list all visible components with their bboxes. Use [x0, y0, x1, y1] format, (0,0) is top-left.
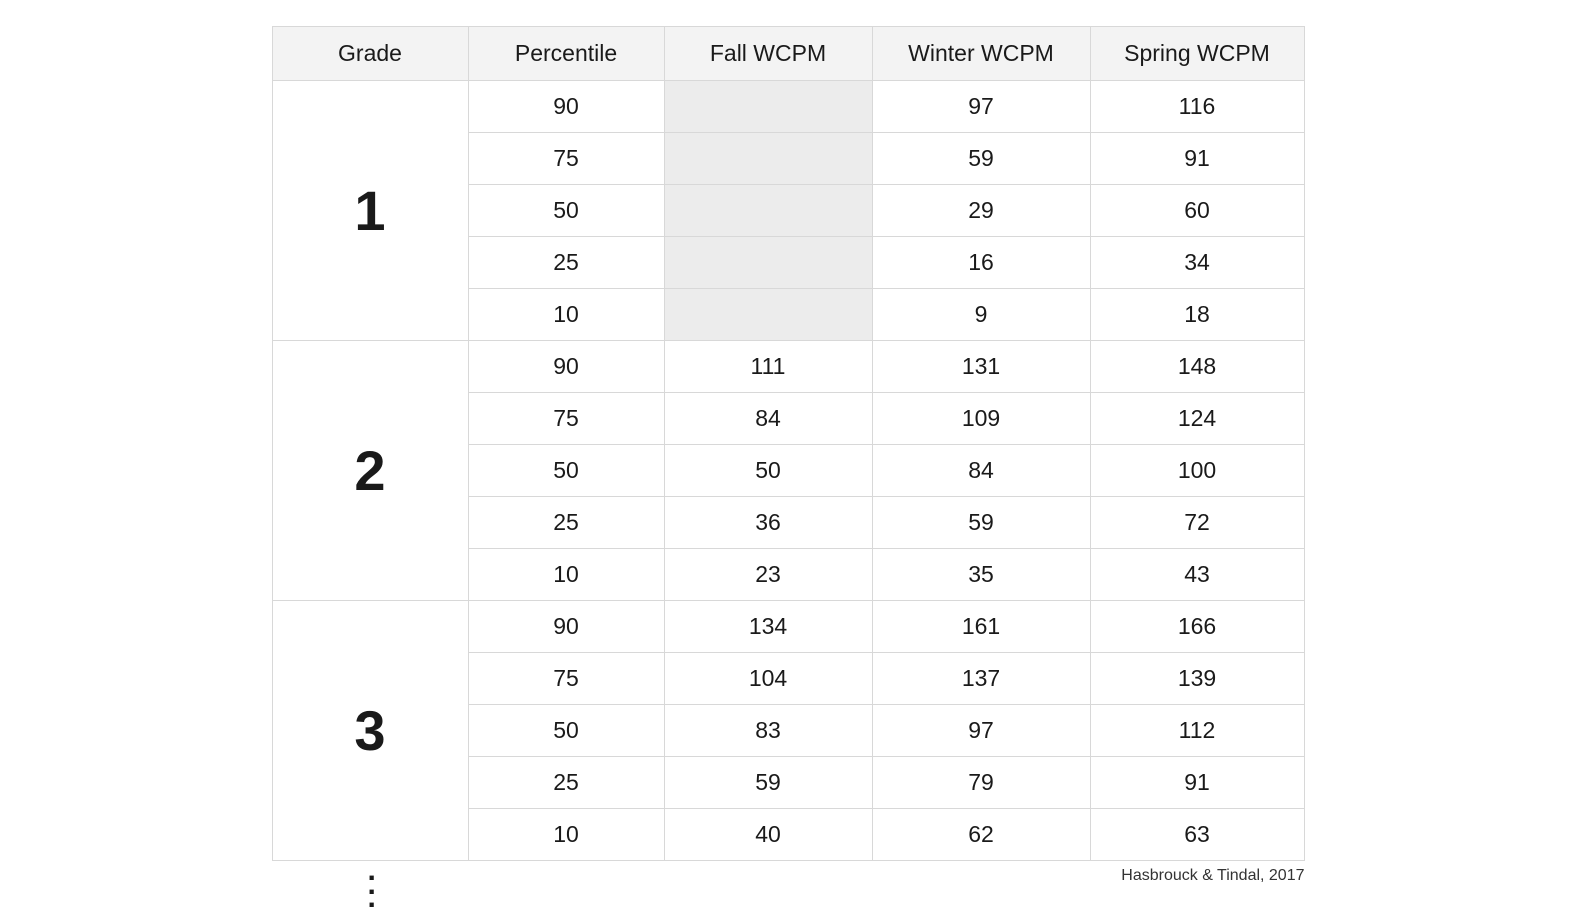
table-header-row: Grade Percentile Fall WCPM Winter WCPM S… — [272, 26, 1304, 80]
percentile-cell: 25 — [468, 756, 664, 808]
fall-wcpm-cell: 23 — [664, 548, 872, 600]
spring-wcpm-cell: 166 — [1090, 600, 1304, 652]
fall-wcpm-cell: 50 — [664, 444, 872, 496]
header-winter-wcpm: Winter WCPM — [872, 26, 1090, 80]
winter-wcpm-cell: 109 — [872, 392, 1090, 444]
spring-wcpm-cell: 91 — [1090, 756, 1304, 808]
spring-wcpm-cell: 72 — [1090, 496, 1304, 548]
header-grade: Grade — [272, 26, 468, 80]
wcpm-norms-table: Grade Percentile Fall WCPM Winter WCPM S… — [272, 26, 1305, 861]
winter-wcpm-cell: 97 — [872, 704, 1090, 756]
fall-wcpm-cell — [664, 236, 872, 288]
winter-wcpm-cell: 9 — [872, 288, 1090, 340]
fall-wcpm-cell: 40 — [664, 808, 872, 860]
winter-wcpm-cell: 131 — [872, 340, 1090, 392]
spring-wcpm-cell: 34 — [1090, 236, 1304, 288]
spring-wcpm-cell: 18 — [1090, 288, 1304, 340]
percentile-cell: 75 — [468, 132, 664, 184]
grade-cell: 3 — [272, 600, 468, 860]
fall-wcpm-cell: 83 — [664, 704, 872, 756]
table-wrapper: Grade Percentile Fall WCPM Winter WCPM S… — [272, 26, 1305, 861]
fall-wcpm-cell: 84 — [664, 392, 872, 444]
table-body: 1909711675599150296025163410918290111131… — [272, 80, 1304, 860]
winter-wcpm-cell: 137 — [872, 652, 1090, 704]
percentile-cell: 50 — [468, 704, 664, 756]
spring-wcpm-cell: 124 — [1090, 392, 1304, 444]
fall-wcpm-cell: 134 — [664, 600, 872, 652]
header-percentile: Percentile — [468, 26, 664, 80]
percentile-cell: 90 — [468, 600, 664, 652]
percentile-cell: 50 — [468, 184, 664, 236]
header-fall-wcpm: Fall WCPM — [664, 26, 872, 80]
fall-wcpm-cell — [664, 184, 872, 236]
spring-wcpm-cell: 60 — [1090, 184, 1304, 236]
fall-wcpm-cell: 59 — [664, 756, 872, 808]
spring-wcpm-cell: 148 — [1090, 340, 1304, 392]
table-row: 290111131148 — [272, 340, 1304, 392]
grade-cell: 1 — [272, 80, 468, 340]
winter-wcpm-cell: 84 — [872, 444, 1090, 496]
percentile-cell: 50 — [468, 444, 664, 496]
header-spring-wcpm: Spring WCPM — [1090, 26, 1304, 80]
percentile-cell: 10 — [468, 548, 664, 600]
spring-wcpm-cell: 112 — [1090, 704, 1304, 756]
percentile-cell: 90 — [468, 340, 664, 392]
percentile-cell: 75 — [468, 652, 664, 704]
winter-wcpm-cell: 29 — [872, 184, 1090, 236]
percentile-cell: 90 — [468, 80, 664, 132]
fall-wcpm-cell — [664, 80, 872, 132]
fall-wcpm-cell: 36 — [664, 496, 872, 548]
fall-wcpm-cell — [664, 132, 872, 184]
grade-cell: 2 — [272, 340, 468, 600]
fall-wcpm-cell: 104 — [664, 652, 872, 704]
vertical-ellipsis-icon: ... — [368, 864, 376, 905]
fall-wcpm-cell: 111 — [664, 340, 872, 392]
percentile-cell: 10 — [468, 288, 664, 340]
table-row: 19097116 — [272, 80, 1304, 132]
winter-wcpm-cell: 59 — [872, 496, 1090, 548]
table-row: 390134161166 — [272, 600, 1304, 652]
spring-wcpm-cell: 100 — [1090, 444, 1304, 496]
percentile-cell: 10 — [468, 808, 664, 860]
spring-wcpm-cell: 43 — [1090, 548, 1304, 600]
spring-wcpm-cell: 63 — [1090, 808, 1304, 860]
winter-wcpm-cell: 59 — [872, 132, 1090, 184]
winter-wcpm-cell: 16 — [872, 236, 1090, 288]
winter-wcpm-cell: 97 — [872, 80, 1090, 132]
spring-wcpm-cell: 139 — [1090, 652, 1304, 704]
spring-wcpm-cell: 91 — [1090, 132, 1304, 184]
winter-wcpm-cell: 62 — [872, 808, 1090, 860]
winter-wcpm-cell: 35 — [872, 548, 1090, 600]
winter-wcpm-cell: 161 — [872, 600, 1090, 652]
percentile-cell: 75 — [468, 392, 664, 444]
citation-text: Hasbrouck & Tindal, 2017 — [1121, 867, 1304, 885]
percentile-cell: 25 — [468, 496, 664, 548]
spring-wcpm-cell: 116 — [1090, 80, 1304, 132]
winter-wcpm-cell: 79 — [872, 756, 1090, 808]
fall-wcpm-cell — [664, 288, 872, 340]
percentile-cell: 25 — [468, 236, 664, 288]
